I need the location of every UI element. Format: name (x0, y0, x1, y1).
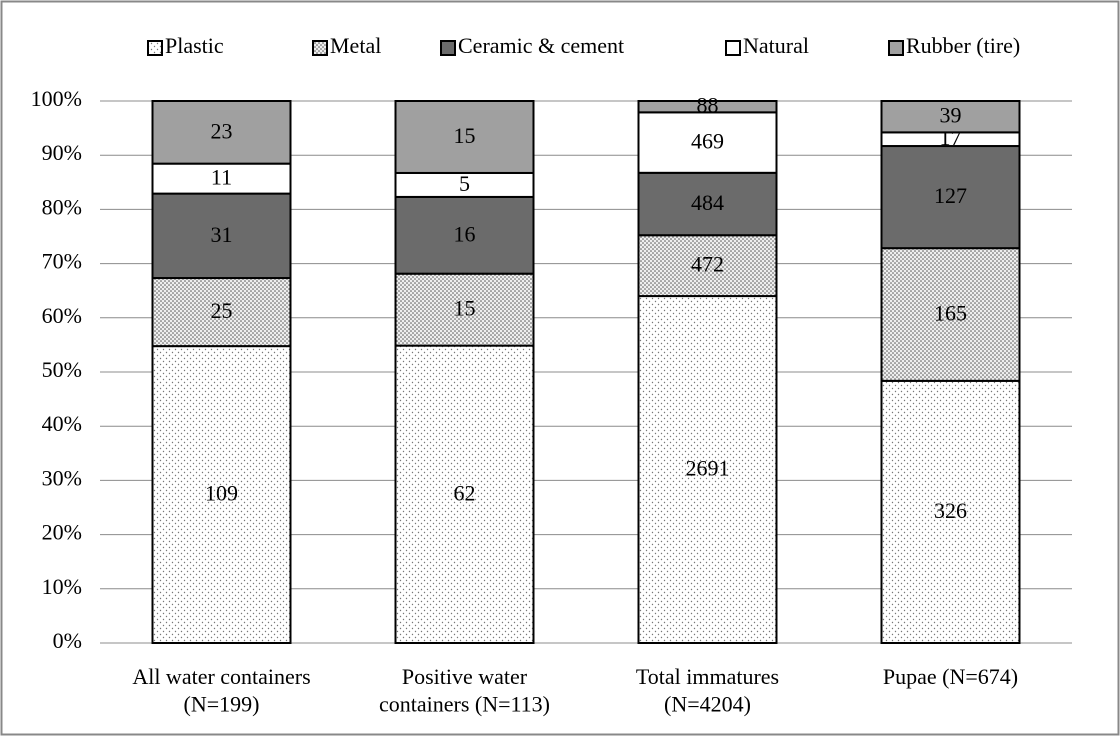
data-label: 31 (211, 222, 233, 247)
data-label: 15 (454, 296, 476, 321)
legend-label: Metal (330, 33, 381, 58)
bar-segment (394, 195, 535, 275)
bar-segment (151, 162, 292, 195)
bar-segment (394, 100, 535, 174)
data-label: 127 (934, 183, 967, 208)
bar-segment (880, 379, 1021, 644)
data-label: 326 (934, 498, 967, 523)
data-label: 62 (454, 480, 476, 505)
y-tick-label: 30% (42, 465, 82, 490)
bar-segment (880, 247, 1021, 382)
data-label: 88 (697, 93, 719, 118)
legend-swatch (888, 40, 904, 56)
legend-label: Plastic (165, 33, 224, 58)
bar-segment (637, 234, 778, 298)
y-tick-label: 100% (31, 86, 82, 111)
y-tick-label: 10% (42, 574, 82, 599)
y-tick-label: 60% (42, 303, 82, 328)
y-tick-label: 80% (42, 194, 82, 219)
data-label: 165 (934, 301, 967, 326)
legend-swatch (440, 40, 456, 56)
legend-swatch (312, 40, 328, 56)
bar-segment (880, 145, 1021, 250)
data-label: 15 (454, 123, 476, 148)
data-label: 109 (205, 481, 238, 506)
bar-segment (151, 345, 292, 644)
bar-segment (151, 192, 292, 280)
y-tick-label: 0% (53, 628, 82, 653)
legend-swatch (147, 40, 163, 56)
bar-segment (637, 100, 778, 114)
legend-label: Rubber (tire) (906, 33, 1020, 58)
y-tick-label: 90% (42, 140, 82, 165)
legend-swatch (725, 40, 741, 56)
legend-label: Ceramic & cement (458, 33, 624, 58)
data-label: 472 (691, 252, 724, 277)
y-tick-label: 50% (42, 357, 82, 382)
y-tick-label: 20% (42, 520, 82, 545)
bar-segment (151, 100, 292, 165)
bar-segment (394, 272, 535, 347)
y-tick-label: 70% (42, 249, 82, 274)
data-label: 484 (691, 190, 724, 215)
bar-segment (151, 277, 292, 348)
data-label: 25 (211, 298, 233, 323)
legend-label: Natural (743, 33, 809, 58)
y-tick-label: 40% (42, 411, 82, 436)
bar-segment (637, 295, 778, 644)
data-label: 5 (459, 171, 470, 196)
data-label: 11 (211, 165, 232, 190)
bar-segment (637, 171, 778, 237)
data-label: 16 (454, 221, 476, 246)
x-tick-label: All water containers (N=199) (132, 664, 310, 717)
data-label: 23 (211, 118, 233, 143)
data-label: 469 (691, 129, 724, 154)
x-tick-label: Positive water containers (N=113) (379, 664, 550, 717)
bar-segment (880, 100, 1021, 134)
x-tick-label: Pupae (N=674) (883, 664, 1018, 689)
data-label: 2691 (686, 456, 730, 481)
x-tick-label: Total immatures (N=4204) (636, 664, 779, 717)
data-label: 39 (940, 103, 962, 128)
